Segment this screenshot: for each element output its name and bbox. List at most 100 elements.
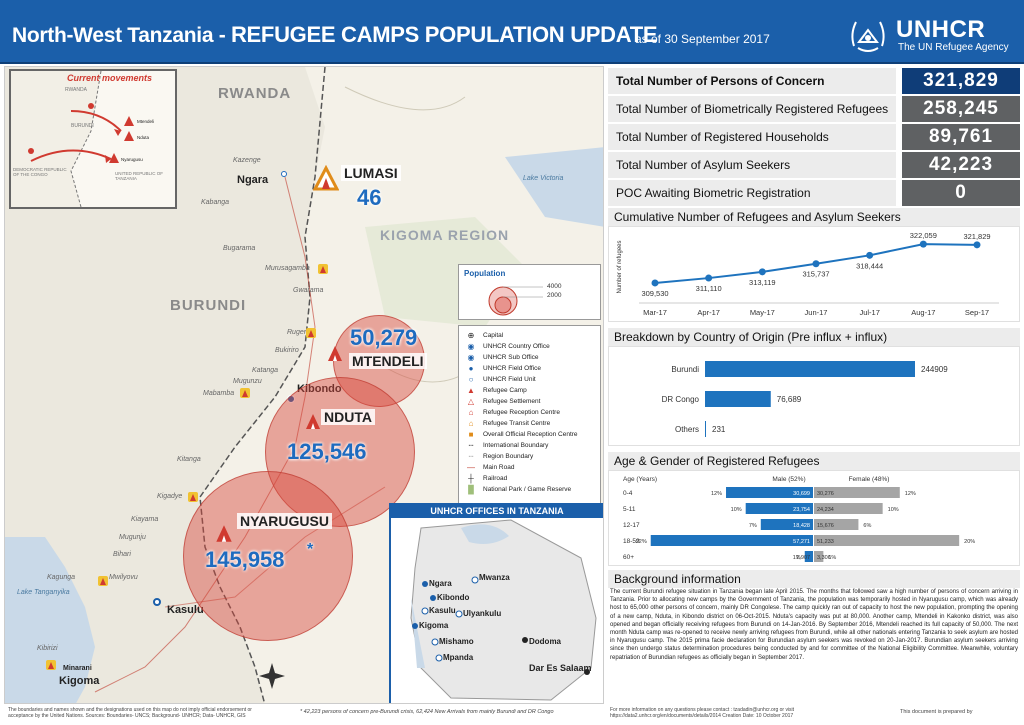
border-point: Bukiriro <box>275 347 299 354</box>
transit-centre-icon: ⌂ <box>468 418 474 428</box>
kibirizi-label: Kibirizi <box>37 645 58 652</box>
refugee-camp-icon <box>306 414 320 429</box>
inset-label: Nduta <box>137 135 150 140</box>
footer-note: * 42,223 persons of concern pre-Burundi … <box>300 709 554 715</box>
stat-label: Total Number of Asylum Seekers <box>608 152 896 178</box>
legend-label: Refugee Reception Centre <box>483 408 560 416</box>
origin-chart-title: Breakdown by Country of Origin (Pre infl… <box>608 328 1020 346</box>
lake-tanganyika-label: Lake Tanganyika <box>17 589 70 596</box>
data-point <box>812 260 820 268</box>
town-kasulu: Kasulu <box>167 604 204 616</box>
movements-inset-title: Current movements <box>67 73 153 83</box>
male-percent-label: 22% <box>636 539 647 545</box>
office-city: Kasulu <box>429 606 456 615</box>
female-value-label: 24,234 <box>817 507 834 513</box>
legend-label: Region Boundary <box>483 452 534 460</box>
town-marker <box>281 171 287 177</box>
stat-row: POC Awaiting Biometric Registration 0 <box>608 180 1020 206</box>
border-point: Mabamba <box>203 390 235 397</box>
origin-bar-chart: Burundi 244909 DR Congo 76,689 Others 231 <box>662 361 948 437</box>
male-percent-label: 12% <box>711 491 722 497</box>
border-point: Bihari <box>113 551 131 558</box>
region-boundary-icon: ┄ <box>468 451 474 461</box>
office-markers <box>412 576 590 675</box>
refugee-camp-icon: ▲ <box>467 385 475 395</box>
footer-prepared: This document is prepared by <box>900 709 973 715</box>
data-point <box>919 240 927 248</box>
bar <box>705 421 706 437</box>
x-tick-label: Mar-17 <box>643 308 667 317</box>
stat-row: Total Number of Biometrically Registered… <box>608 96 1020 122</box>
origin-chart-panel: Burundi 244909 DR Congo 76,689 Others 231 <box>608 346 1020 446</box>
stat-row: Total Number of Persons of Concern 321,8… <box>608 68 1020 94</box>
legend-label: International Boundary <box>483 441 549 449</box>
stat-row: Total Number of Asylum Seekers 42,223 <box>608 152 1020 178</box>
camp-footnote-mark: * <box>307 541 314 558</box>
railroad-icon: ┼ <box>468 473 474 483</box>
inset-label: Nyarugusu <box>121 157 143 162</box>
camp-value-lumasi: 46 <box>357 185 382 210</box>
town-ngara: Ngara <box>237 174 269 186</box>
data-label: 322,059 <box>910 231 937 240</box>
female-bar <box>814 519 859 530</box>
stat-label: POC Awaiting Biometric Registration <box>608 180 896 206</box>
male-bar <box>745 503 813 514</box>
office-city: Mpanda <box>443 653 474 662</box>
male-value-label: 30,699 <box>793 491 810 497</box>
legend-label: Railroad <box>483 474 508 482</box>
legend-item: ┼ Railroad <box>465 473 507 483</box>
data-label: 321,829 <box>963 232 990 241</box>
camp-name-nyarugusu: NYARUGUSU <box>237 513 332 529</box>
female-value-label: 15,676 <box>817 523 834 529</box>
male-column-header: Male (52%) <box>772 476 805 483</box>
country-label-burundi: BURUNDI <box>170 297 247 314</box>
office-city: Dar Es Salaam <box>529 663 592 673</box>
inset-label: BURUNDI <box>71 123 94 129</box>
north-arrow-icon <box>259 663 285 689</box>
refugee-settlement-icon: △ <box>467 396 475 406</box>
data-point <box>866 251 874 259</box>
inset-label: DEMOCRATIC REPUBLIC OF THE CONGO <box>13 167 67 177</box>
stat-value: 321,829 <box>902 68 1020 94</box>
data-point <box>705 274 713 282</box>
legend-item: ⌂ Refugee Reception Centre <box>465 407 560 417</box>
male-value-label: 57,271 <box>793 539 810 545</box>
female-value-label: 3,306 <box>817 555 831 561</box>
male-percent-label: 10% <box>731 507 742 513</box>
population-legend-value: 4000 <box>547 283 562 290</box>
age-column-header: Age (Years) <box>623 476 657 483</box>
camp-name-lumasi: LUMASI <box>341 165 401 181</box>
minarani-label: Minarani <box>63 665 92 672</box>
x-tick-label: Jun-17 <box>805 308 828 317</box>
legend-item: ⌂ Refugee Transit Centre <box>465 418 551 428</box>
stat-value: 258,245 <box>902 96 1020 122</box>
background-text: The current Burundi refugee situation in… <box>610 589 1018 661</box>
age-group-label: 18-59 <box>623 538 640 545</box>
footer: The boundaries and names shown and the d… <box>0 704 1024 725</box>
border-point: Mugunju <box>119 534 146 541</box>
reception-centre-icon <box>306 328 316 338</box>
x-tick-label: Sep-17 <box>965 308 989 317</box>
female-percent-label: 20% <box>964 539 975 545</box>
inset-label: UNITED REPUBLIC OF TANZANIA <box>115 171 164 181</box>
border-point: Murusagamba <box>265 265 310 272</box>
legend-item: ┄ International Boundary <box>465 440 549 450</box>
age-group-label: 0-4 <box>623 490 633 497</box>
legend-item: — Main Road <box>465 462 514 472</box>
movements-inset-map <box>11 71 175 207</box>
stat-label: Total Number of Persons of Concern <box>608 68 896 94</box>
legend-label: UNHCR Field Unit <box>483 375 536 383</box>
stat-label: Total Number of Registered Households <box>608 124 896 150</box>
legend-label: Refugee Camp <box>483 386 527 394</box>
international-boundary-icon: ┄ <box>468 440 474 450</box>
legend-label: UNHCR Country Office <box>483 342 550 350</box>
country-office-icon: ◉ <box>467 341 475 351</box>
header-bar: North-West Tanzania - REFUGEE CAMPS POPU… <box>0 0 1024 64</box>
male-value-label: 2,907 <box>796 555 810 561</box>
org-tagline: The UN Refugee Agency <box>898 42 1009 53</box>
national-park-icon: █ <box>468 484 474 494</box>
legend-label: UNHCR Sub Office <box>483 353 539 361</box>
bar <box>705 391 771 407</box>
agegender-chart-title: Age & Gender of Registered Refugees <box>608 452 1020 470</box>
camp-value-nduta: 125,546 <box>287 439 367 464</box>
